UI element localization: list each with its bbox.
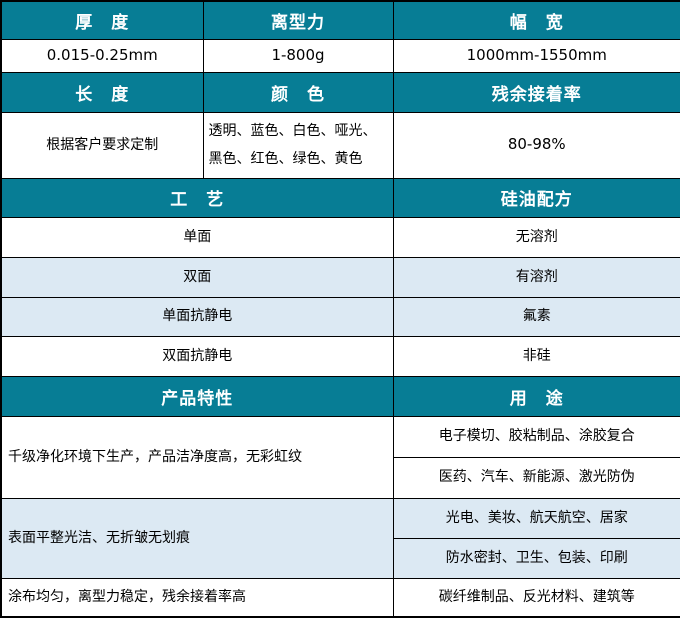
feature-row: 表面平整光洁、无折皱无划痕 光电、美妆、航天航空、居家: [0, 497, 680, 579]
header-thickness: 厚 度: [0, 0, 204, 40]
header-length: 长 度: [0, 71, 204, 113]
process-row: 双面 有溶剂: [0, 256, 680, 298]
feature-header-row: 产品特性 用 途: [0, 375, 680, 417]
feature-row: 医药、汽车、新能源、激光防伪: [1, 456, 680, 499]
feature-cell: 涂布均匀，离型力稳定，残余接着率高: [0, 577, 394, 618]
value-residual-adhesion: 80-98%: [392, 111, 680, 179]
header-product-features: 产品特性: [0, 375, 394, 417]
value-color: 透明、蓝色、白色、哑光、黑色、红色、绿色、黄色: [202, 111, 394, 179]
formula-cell: 氟素: [392, 296, 680, 337]
feature-row: 涂布均匀，离型力稳定，残余接着率高 碳纤维制品、反光材料、建筑等: [0, 577, 680, 618]
spec-header-row-2: 长 度 颜 色 残余接着率: [0, 71, 680, 113]
value-thickness: 0.015-0.25mm: [0, 38, 204, 73]
header-width: 幅 宽: [392, 0, 680, 40]
use-cell: 医药、汽车、新能源、激光防伪: [392, 456, 680, 499]
feature-cell: 表面平整光洁、无折皱无划痕: [0, 497, 394, 579]
header-color: 颜 色: [202, 71, 394, 113]
header-release-force: 离型力: [202, 0, 394, 40]
value-width: 1000mm-1550mm: [392, 38, 680, 73]
use-cell: 光电、美妆、航天航空、居家: [392, 497, 680, 539]
feature-row: 千级净化环境下生产，产品洁净度高，无彩虹纹 电子模切、胶粘制品、涂胶复合: [0, 415, 680, 499]
header-process: 工 艺: [0, 177, 394, 218]
formula-cell: 无溶剂: [392, 216, 680, 258]
formula-cell: 非硅: [392, 335, 680, 377]
feature-cell: 千级净化环境下生产，产品洁净度高，无彩虹纹: [0, 415, 394, 499]
use-cell: 防水密封、卫生、包装、印刷: [392, 537, 680, 579]
process-row: 双面抗静电 非硅: [0, 335, 680, 377]
feature-row: 防水密封、卫生、包装、印刷: [1, 537, 680, 579]
value-release-force: 1-800g: [202, 38, 394, 73]
header-uses: 用 途: [392, 375, 680, 417]
process-row: 单面 无溶剂: [0, 216, 680, 258]
process-cell: 单面: [0, 216, 394, 258]
spec-header-row-1: 厚 度 离型力 幅 宽: [0, 0, 680, 40]
use-cell: 碳纤维制品、反光材料、建筑等: [392, 577, 680, 618]
spec-value-row-2: 根据客户要求定制 透明、蓝色、白色、哑光、黑色、红色、绿色、黄色 80-98%: [0, 111, 680, 179]
value-length: 根据客户要求定制: [0, 111, 204, 179]
process-cell: 单面抗静电: [0, 296, 394, 337]
header-silicone-formula: 硅油配方: [392, 177, 680, 218]
formula-cell: 有溶剂: [392, 256, 680, 298]
process-cell: 双面: [0, 256, 394, 298]
process-row: 单面抗静电 氟素: [0, 296, 680, 337]
spec-value-row-1: 0.015-0.25mm 1-800g 1000mm-1550mm: [0, 38, 680, 73]
process-header-row: 工 艺 硅油配方: [0, 177, 680, 218]
process-cell: 双面抗静电: [0, 335, 394, 377]
use-cell: 电子模切、胶粘制品、涂胶复合: [392, 415, 680, 458]
header-residual-adhesion: 残余接着率: [392, 71, 680, 113]
